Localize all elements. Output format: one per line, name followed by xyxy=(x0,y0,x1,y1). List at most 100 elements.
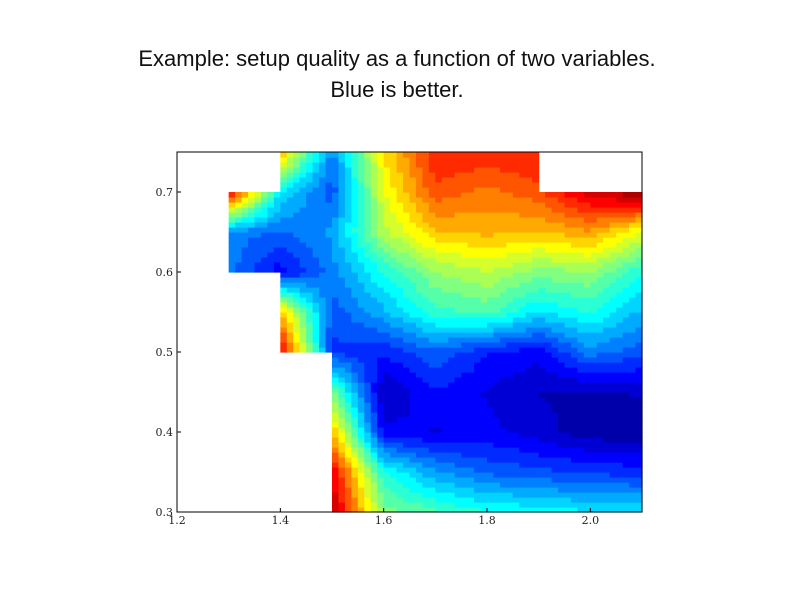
contour-band xyxy=(596,407,604,413)
contour-band xyxy=(480,197,488,203)
contour-band xyxy=(603,227,611,233)
contour-band xyxy=(558,452,566,458)
contour-band xyxy=(338,377,346,383)
contour-band xyxy=(325,332,333,338)
contour-band xyxy=(377,277,385,283)
contour-band xyxy=(364,482,372,488)
contour-band xyxy=(325,292,333,298)
contour-band xyxy=(390,157,398,163)
contour-band xyxy=(306,332,314,338)
contour-band xyxy=(480,382,488,388)
contour-band xyxy=(396,167,404,173)
contour-band xyxy=(357,262,365,268)
contour-band xyxy=(532,367,540,373)
contour-band xyxy=(403,362,411,368)
contour-band xyxy=(622,472,630,478)
contour-band xyxy=(396,202,404,208)
contour-band xyxy=(499,257,507,263)
contour-band xyxy=(286,287,294,293)
contour-band xyxy=(583,447,591,453)
contour-band xyxy=(461,252,469,258)
contour-band xyxy=(448,382,456,388)
contour-band xyxy=(493,152,501,158)
contour-band xyxy=(596,237,604,243)
contour-band xyxy=(577,427,585,433)
contour-band xyxy=(254,212,262,218)
contour-band xyxy=(357,177,365,183)
contour-band xyxy=(396,447,404,453)
contour-band xyxy=(558,242,566,248)
contour-band xyxy=(538,217,546,223)
contour-band xyxy=(603,252,611,258)
contour-band xyxy=(506,442,514,448)
contour-band xyxy=(506,457,514,463)
contour-band xyxy=(454,507,462,513)
contour-band xyxy=(564,217,572,223)
contour-band xyxy=(286,242,294,248)
contour-band xyxy=(532,152,540,158)
contour-band xyxy=(532,472,540,478)
contour-band xyxy=(396,257,404,263)
contour-band xyxy=(603,387,611,393)
contour-band xyxy=(396,222,404,228)
contour-band xyxy=(629,202,637,208)
contour-band xyxy=(435,227,443,233)
contour-band xyxy=(306,312,314,318)
contour-band xyxy=(396,497,404,503)
contour-band xyxy=(545,192,553,198)
contour-band xyxy=(558,257,566,263)
contour-band xyxy=(570,282,579,288)
contour-band xyxy=(448,422,456,428)
contour-band xyxy=(435,467,443,473)
contour-band xyxy=(344,282,352,288)
contour-band xyxy=(558,417,566,423)
contour-band xyxy=(512,437,520,443)
contour-band xyxy=(286,332,294,338)
contour-band xyxy=(538,227,546,233)
contour-band xyxy=(280,272,288,278)
contour-band xyxy=(390,507,398,513)
contour-band xyxy=(357,442,365,448)
contour-band xyxy=(577,307,585,313)
contour-band xyxy=(616,202,624,208)
contour-band xyxy=(299,287,307,293)
contour-band xyxy=(299,337,307,343)
contour-band xyxy=(428,297,436,303)
contour-band xyxy=(519,222,527,228)
contour-band xyxy=(499,372,507,378)
contour-band xyxy=(396,307,404,313)
contour-band xyxy=(629,242,637,248)
contour-band xyxy=(635,332,643,338)
contour-band xyxy=(403,432,411,438)
contour-band xyxy=(428,227,436,233)
contour-band xyxy=(357,452,365,458)
contour-band xyxy=(525,332,533,338)
contour-band xyxy=(357,332,365,338)
contour-band xyxy=(299,242,307,248)
contour-band xyxy=(344,362,352,368)
contour-band xyxy=(409,347,417,353)
contour-band xyxy=(577,392,585,398)
contour-band xyxy=(558,297,566,303)
contour-band xyxy=(499,327,507,333)
contour-band xyxy=(390,482,398,488)
contour-band xyxy=(396,342,404,348)
contour-band xyxy=(622,452,630,458)
contour-band xyxy=(577,452,585,458)
contour-band xyxy=(332,257,340,263)
contour-band xyxy=(493,317,501,323)
contour-band xyxy=(596,272,604,278)
contour-band xyxy=(273,207,281,213)
contour-cell xyxy=(590,472,643,513)
contour-band xyxy=(525,282,533,288)
contour-band xyxy=(506,482,514,488)
contour-band xyxy=(454,367,462,373)
contour-band xyxy=(357,257,365,263)
contour-band xyxy=(280,337,288,343)
contour-band xyxy=(454,412,462,418)
contour-band xyxy=(467,377,475,383)
contour-band xyxy=(390,417,398,423)
contour-band xyxy=(390,237,398,243)
contour-band xyxy=(519,492,527,498)
contour-band xyxy=(590,337,598,343)
